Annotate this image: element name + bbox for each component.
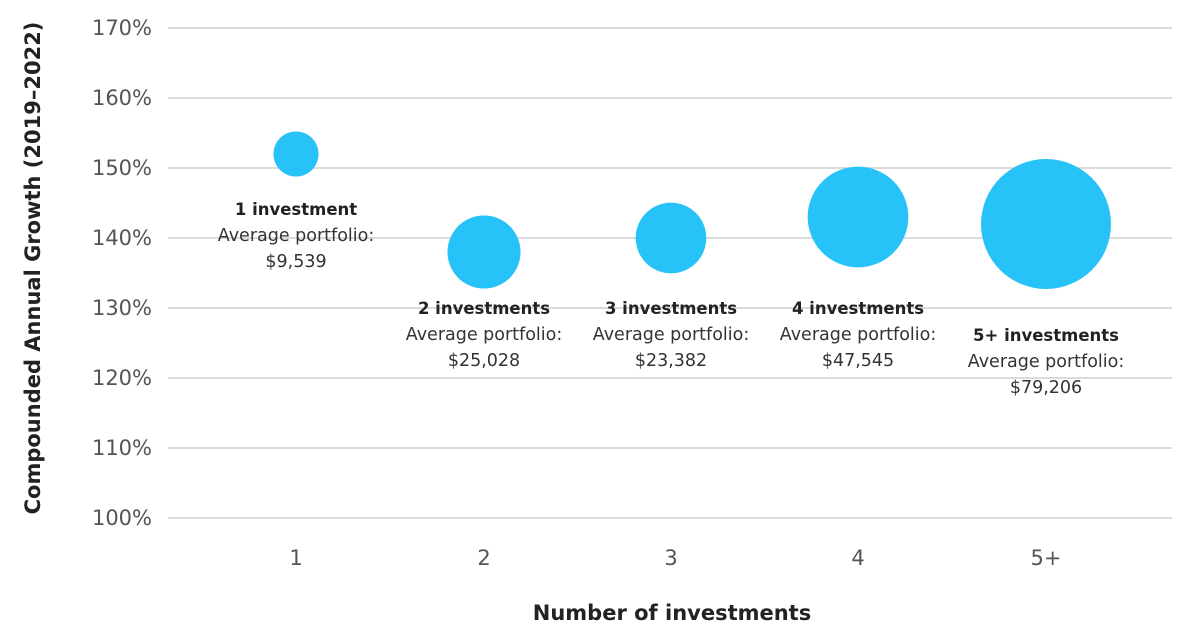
y-tick-label: 110% xyxy=(92,436,152,460)
bubble xyxy=(635,202,707,274)
y-tick-label: 170% xyxy=(92,16,152,40)
bubbles xyxy=(273,131,1111,289)
x-axis-ticks: 1 2 3 4 5+ xyxy=(289,546,1061,570)
bubble-label-caption: Average portfolio: xyxy=(593,325,750,345)
bubble-label-title: 5+ investments xyxy=(973,326,1119,345)
bubble-label-value: $25,028 xyxy=(448,351,520,371)
x-tick-label: 2 xyxy=(477,546,490,570)
y-tick-label: 160% xyxy=(92,86,152,110)
bubble-label-value: $47,545 xyxy=(822,351,894,371)
bubble-label-value: $23,382 xyxy=(635,351,707,371)
bubble-label-value: $9,539 xyxy=(265,252,326,272)
bubble xyxy=(447,215,521,289)
bubble xyxy=(273,131,319,177)
bubble-label-title: 1 investment xyxy=(235,200,357,219)
bubble-label-title: 2 investments xyxy=(418,299,550,318)
x-tick-label: 3 xyxy=(664,546,677,570)
y-tick-label: 150% xyxy=(92,156,152,180)
bubble xyxy=(981,159,1111,289)
bubble-label-caption: Average portfolio: xyxy=(780,325,937,345)
x-tick-label: 5+ xyxy=(1031,546,1062,570)
bubble-label-caption: Average portfolio: xyxy=(406,325,563,345)
bubble-label-caption: Average portfolio: xyxy=(968,352,1125,372)
x-tick-label: 1 xyxy=(289,546,302,570)
x-tick-label: 4 xyxy=(851,546,864,570)
y-axis-title: Compounded Annual Growth (2019–2022) xyxy=(21,22,45,515)
bubble xyxy=(807,166,909,268)
bubble-label-caption: Average portfolio: xyxy=(218,226,375,246)
bubble-label-title: 3 investments xyxy=(605,299,737,318)
y-tick-label: 120% xyxy=(92,366,152,390)
y-axis-ticks: 100% 110% 120% 130% 140% 150% 160% 170% xyxy=(92,16,152,530)
bubble-label-value: $79,206 xyxy=(1010,378,1082,398)
x-axis-title: Number of investments xyxy=(533,601,811,625)
bubble-label-title: 4 investments xyxy=(792,299,924,318)
bubble-labels: 1 investment Average portfolio: $9,539 2 in… xyxy=(218,200,1125,398)
y-tick-label: 100% xyxy=(92,506,152,530)
y-tick-label: 130% xyxy=(92,296,152,320)
y-tick-label: 140% xyxy=(92,226,152,250)
